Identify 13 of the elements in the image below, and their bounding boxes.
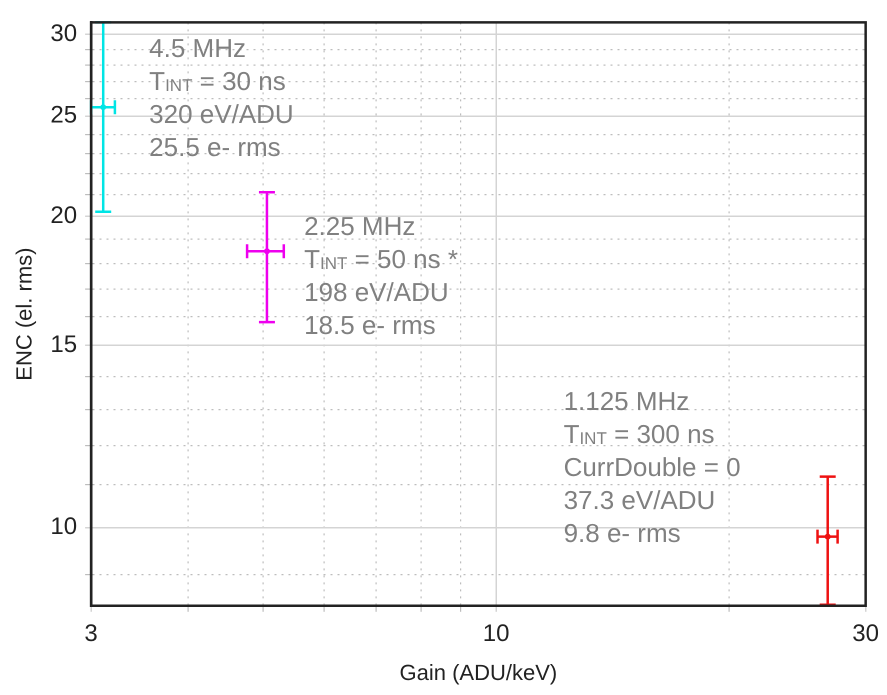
annotation: 2.25 MHz TINT = 50 ns * 198 eV/ADU 18.5 e- rms	[304, 211, 458, 340]
y-tick-label: 20	[50, 202, 78, 229]
x-tick-label: 30	[852, 620, 880, 647]
annotation: 4.5 MHz TINT = 30 ns 320 eV/ADU 25.5 e- rms	[149, 33, 294, 162]
x-axis-title: Gain (ADU/keV)	[400, 660, 558, 685]
y-tick-label: 15	[50, 331, 78, 358]
y-tick-label: 10	[50, 513, 78, 540]
y-tick-label: 25	[50, 102, 78, 129]
x-tick-label: 10	[482, 620, 510, 647]
x-tick-label: 3	[84, 620, 98, 647]
annotation: 1.125 MHz TINT = 300 ns CurrDouble = 0 37.3 eV/ADU 9.8 e- rms	[564, 386, 741, 548]
y-tick-label: 30	[50, 20, 78, 47]
y-axis-title: ENC (el. rms)	[11, 247, 36, 381]
